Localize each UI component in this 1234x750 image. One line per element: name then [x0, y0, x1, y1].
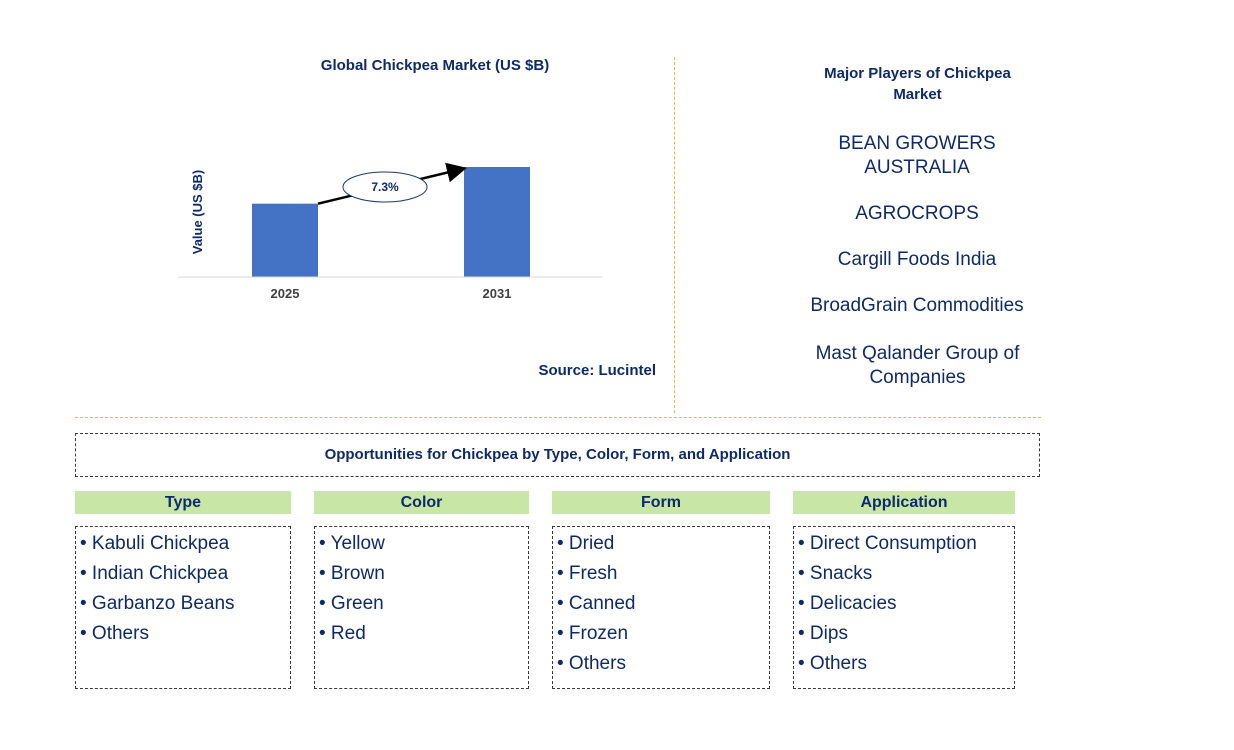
bar-2031: [464, 167, 530, 277]
player-item: Mast Qalander Group of Companies: [815, 343, 1020, 388]
category-item: • Others: [557, 653, 626, 674]
player-item: Cargill Foods India: [837, 249, 997, 270]
category-item: • Others: [80, 623, 149, 644]
horizontal-divider: [75, 417, 1041, 418]
category-item: • Frozen: [557, 623, 629, 644]
chart-title: Global Chickpea Market (US $B): [320, 57, 550, 74]
category-item: • Dips: [798, 623, 848, 644]
source-note: Source: Lucintel: [538, 362, 656, 379]
category-item: • Garbanzo Beans: [80, 593, 235, 614]
category-item: • Red: [319, 623, 366, 644]
category-list-form: • Dried • Fresh • Canned • Frozen • Others: [552, 526, 770, 689]
player-item: AGROCROPS: [855, 203, 979, 224]
x-tick-label: 2031: [483, 286, 512, 301]
x-tick-label: 2025: [271, 286, 300, 301]
category-item: • Brown: [319, 563, 385, 584]
category-heading-form: Form: [552, 491, 770, 514]
players-title: Major Players of Chickpea Market: [824, 65, 1011, 103]
category-item: • Kabuli Chickpea: [80, 533, 230, 554]
category-item: • Delicacies: [798, 593, 897, 614]
category-item: • Yellow: [319, 533, 385, 554]
cagr-ellipse: [342, 171, 428, 203]
player-item: BroadGrain Commodities: [810, 295, 1024, 316]
category-item: • Snacks: [798, 563, 873, 584]
category-heading-application: Application: [793, 491, 1015, 514]
category-item: • Direct Consumption: [798, 533, 977, 554]
bar-chart: Value (US $B) 2025 2031 7.3%: [178, 162, 602, 301]
cagr-label: 7.3%: [371, 180, 399, 194]
opportunities-box: [75, 433, 1040, 477]
category-list-color: • Yellow • Brown • Green • Red: [314, 526, 529, 689]
category-item: • Fresh: [557, 563, 618, 584]
category-list-type: • Kabuli Chickpea • Indian Chickpea • Garb…: [75, 526, 291, 689]
y-axis-label: Value (US $B): [190, 170, 205, 255]
opportunities-title: Opportunities for Chickpea by Type, Colo…: [324, 446, 791, 463]
vertical-divider: [674, 57, 675, 413]
category-item: • Dried: [557, 533, 615, 554]
category-item: • Others: [798, 653, 867, 674]
category-heading-color: Color: [314, 491, 529, 514]
category-item: • Green: [319, 593, 384, 614]
player-item: BEAN GROWERS AUSTRALIA: [838, 133, 996, 178]
category-list-application: • Direct Consumption • Snacks • Delicacies…: [793, 526, 1015, 689]
category-item: • Canned: [557, 593, 636, 614]
category-item: • Indian Chickpea: [80, 563, 229, 584]
bar-2025: [252, 203, 318, 277]
category-heading-type: Type: [75, 491, 291, 514]
